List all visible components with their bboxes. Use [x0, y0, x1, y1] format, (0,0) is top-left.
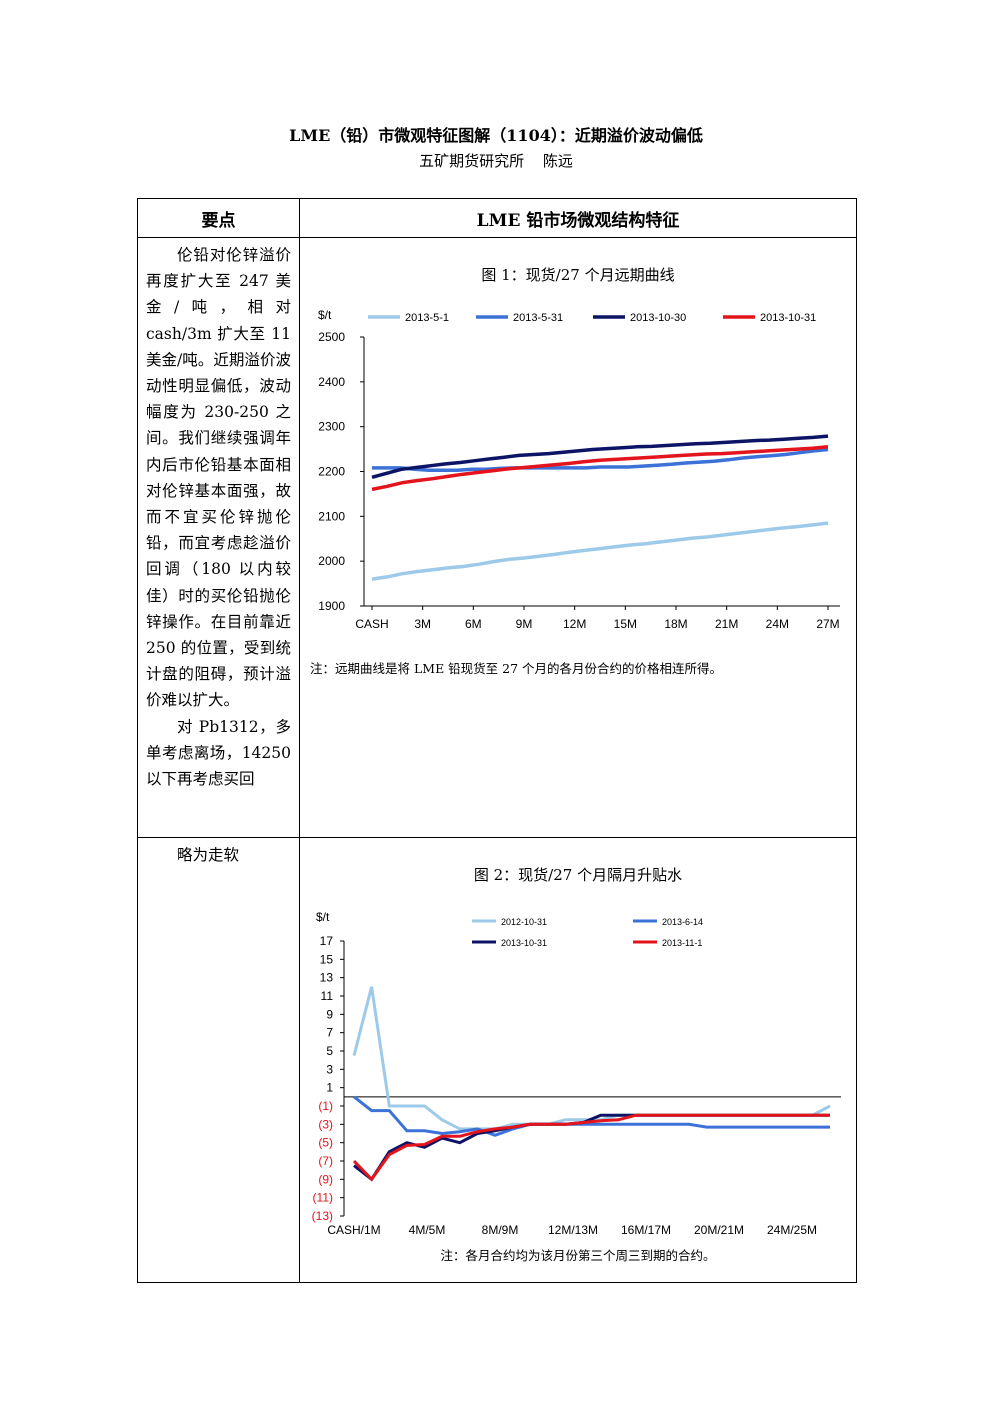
figure1-series-line [371, 521, 829, 581]
figure1-title: 图 1：现货/27 个月远期曲线 [481, 266, 675, 284]
figure1-legend-label: 2013-10-31 [760, 312, 816, 324]
figure2-title: 图 2：现货/27 个月隔月升贴水 [473, 866, 683, 884]
figure1-legend-label: 2013-10-30 [630, 312, 686, 324]
figure2-xtick-label: CASH/1M [327, 1223, 380, 1235]
figure2-xtick-label: 16M/17M [621, 1223, 671, 1235]
figure2-ytick-label: 17 [320, 934, 334, 948]
figure2-ytick-label: 11 [321, 989, 334, 1003]
figure2-ytick-label: 5 [326, 1044, 333, 1058]
page-title: LME（铅）市微观特征图解（1104）：近期溢价波动偏低 [289, 126, 703, 145]
figure2-legend-label: 2012-10-31 [501, 917, 547, 927]
figure2-legend-label: 2013-11-1 [662, 938, 702, 948]
figure1-legend-label: 2013-5-31 [513, 312, 563, 324]
figure2-ytick-label: 9 [326, 1007, 333, 1021]
figure2-ytick-label: (11) [313, 1191, 333, 1205]
key-point-para1: 伦铅对伦锌溢价再度扩大至 247 美金/吨，相对 cash/3m 扩大至 11 … [146, 246, 291, 710]
col1-header: 要点 [137, 198, 300, 238]
figure1-xtick-label: 15M [614, 617, 637, 631]
figure2-series-line [353, 1095, 830, 1137]
figure2-ytick-label: 7 [326, 1026, 333, 1040]
figure2-xtick-label: 24M/25M [767, 1223, 817, 1235]
figure1-ytick-label: 2500 [318, 330, 345, 344]
figure1-xtick-label: 24M [766, 617, 789, 631]
figure1-series-line [371, 445, 829, 492]
key-points-cell-2: 略为走软 [137, 837, 300, 1283]
figure2-ytick-label: 3 [326, 1062, 333, 1076]
figure2-xtick-label: 20M/21M [694, 1223, 744, 1235]
key-point-para2: 对 Pb1312，多单考虑离场，14250 以下再考虑买回 [146, 717, 291, 789]
figure1-ytick-label: 1900 [318, 599, 345, 613]
figure1-series-line [371, 434, 829, 479]
col2-header: LME 铅市场微观结构特征 [299, 198, 857, 238]
key-point-para3: 略为走软 [177, 846, 240, 864]
figure2-ytick-label: (9) [318, 1172, 333, 1186]
figure1-xtick-label: 21M [715, 617, 738, 631]
page-subtitle: 五矿期货研究所 陈远 [419, 152, 573, 170]
figure1-cell: 图 1：现货/27 个月远期曲线 $/t 1900 2000 2100 2200 2300… [299, 237, 857, 838]
figure1-xtick-label: CASH [355, 617, 388, 631]
figure2-series-line [352, 986, 831, 1131]
figure2-chart: $/t(13)(11)(9)(7)(5)(3)(1)1357911131517C… [312, 910, 841, 1237]
figure1-xtick-label: 12M [563, 617, 586, 631]
figure2-note: 注：各月合约均为该月份第三个周三到期的合约。 [440, 1248, 716, 1263]
figure2-ytick-label: (1) [318, 1099, 333, 1113]
figure1-xtick-label: 18M [664, 617, 687, 631]
figure2-xtick-label: 12M/13M [548, 1223, 598, 1235]
figure2-series-line [352, 1113, 830, 1182]
figure2-xtick-label: 8M/9M [482, 1223, 519, 1235]
figure1-ytick-label: 2300 [318, 420, 345, 434]
figure1-ytick-label: 2100 [318, 509, 345, 523]
figure1-chart: $/t 1900 2000 2100 2200 2300 2400 2500 CASH 3M 6M 9… [318, 308, 840, 631]
figure1-series-line [372, 447, 829, 472]
figure2-ytick-label: 13 [320, 971, 334, 985]
figure1-note: 注：远期曲线是将 LME 铅现货至 27 个月的各月份合约的价格相连所得。 [310, 661, 723, 676]
figure1-ylabel: $/t [318, 308, 332, 322]
figure2-xtick-label: 4M/5M [409, 1223, 446, 1235]
figure2-ytick-label: (3) [318, 1117, 333, 1131]
figure1-ytick-label: 2200 [318, 465, 345, 479]
figure2-cell: 图 2：现货/27 个月隔月升贴水 $/t (13) (11) (9) (7) (5) (3… [299, 837, 857, 1283]
figure2-ytick-label: 1 [326, 1081, 333, 1095]
figure2-legend-label: 2013-10-31 [501, 938, 547, 948]
main-table: 要点 LME 铅市场微观结构特征 伦铅对伦锌溢价再度扩大至 247 美金/吨，相… [137, 198, 857, 1283]
figure2-ylabel: $/t [316, 910, 330, 924]
figure2-ytick-label: (7) [318, 1154, 333, 1168]
figure1-ytick-label: 2000 [318, 554, 345, 568]
figure2-ytick-label: 15 [320, 952, 334, 966]
figure1-xtick-label: 6M [465, 617, 482, 631]
figure1-xtick-label: 3M [414, 617, 431, 631]
figure1-legend-label: 2013-5-1 [405, 312, 449, 324]
figure2-ytick-label: (5) [318, 1136, 333, 1150]
key-points-cell: 伦铅对伦锌溢价再度扩大至 247 美金/吨，相对 cash/3m 扩大至 11 … [137, 237, 300, 838]
figure2-ytick-label: (13) [312, 1209, 333, 1223]
figure1-xtick-label: 9M [516, 617, 533, 631]
figure1-xtick-label: 27M [816, 617, 839, 631]
figure1-ytick-label: 2400 [318, 375, 345, 389]
figure2-legend-label: 2013-6-14 [662, 917, 703, 927]
